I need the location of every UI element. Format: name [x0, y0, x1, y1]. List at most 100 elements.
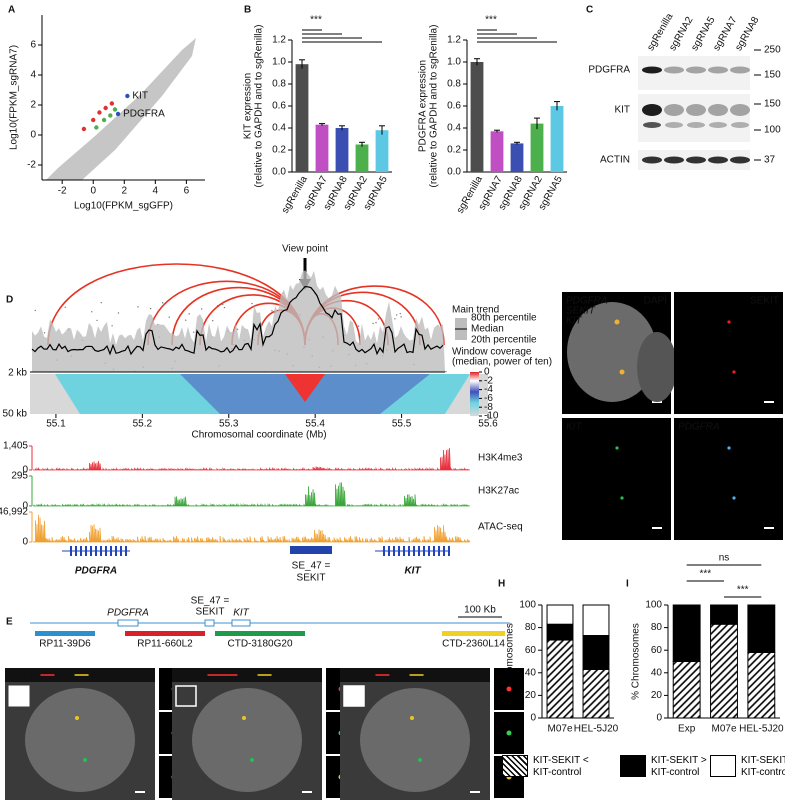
- dot: [200, 308, 203, 310]
- dot: [34, 309, 36, 312]
- x-tick-label: 55.2: [133, 419, 153, 430]
- marker-label: 100: [764, 125, 781, 136]
- y-tick-label: 1.0: [272, 57, 286, 68]
- y-tick-label: 0.0: [447, 167, 461, 178]
- point: [125, 93, 130, 99]
- exon: [110, 546, 112, 556]
- y-tick-label: 1.2: [447, 35, 461, 46]
- point: [91, 117, 96, 123]
- dot: [394, 318, 396, 320]
- y-tick-label: 0.4: [447, 123, 461, 134]
- exon: [423, 546, 425, 556]
- clone-label: RP11-660L2: [137, 639, 193, 650]
- panel-label: A: [8, 5, 15, 16]
- exon: [398, 546, 400, 556]
- probe-label: Control: [91, 670, 127, 681]
- inset-spot: [506, 686, 512, 692]
- probe-label: KIT: [566, 316, 582, 327]
- y-tick-label: 0: [30, 130, 36, 141]
- point: [109, 101, 115, 106]
- fish-spot: [410, 716, 414, 720]
- y-tick-label: 0.0: [272, 167, 286, 178]
- icon: [343, 685, 365, 707]
- blot-bg: [638, 94, 750, 142]
- blot-band: [686, 66, 706, 74]
- track-signal: [33, 482, 470, 507]
- blot-band: [708, 66, 728, 74]
- dot: [64, 306, 66, 308]
- blot-band: [709, 122, 727, 128]
- bar-segment: [582, 668, 610, 719]
- blot-band: [664, 156, 684, 164]
- point: [81, 126, 87, 132]
- clone-bar: [442, 631, 505, 636]
- y-tick-label: 40: [525, 667, 537, 678]
- nucleus: [25, 688, 135, 792]
- bar-segment: [747, 651, 776, 719]
- marker-label: 250: [764, 45, 781, 56]
- clone-bar: [215, 631, 305, 636]
- probe-label: SEKIT: [9, 670, 38, 681]
- x-tick-label: 55.4: [305, 419, 325, 430]
- exon: [95, 546, 97, 556]
- dot: [96, 319, 98, 322]
- fish-spot: [242, 716, 246, 720]
- legend-item: 20th percentile: [471, 335, 537, 346]
- legend-item: KIT-SEKIT > KIT-control: [620, 755, 715, 779]
- bar: [375, 130, 389, 172]
- blot-band: [643, 122, 661, 128]
- exon: [443, 546, 445, 556]
- marker-label: 37: [764, 155, 776, 166]
- fish-spot: [418, 758, 422, 762]
- probe-label: Control: [426, 670, 462, 681]
- exon: [393, 546, 395, 556]
- colorbar-label: 0: [484, 367, 490, 378]
- nucleus: [192, 688, 302, 792]
- dot: [372, 322, 374, 325]
- legend-item: KIT-SEKIT = KIT-control: [710, 755, 785, 779]
- probe-label: KIT: [239, 670, 255, 681]
- bar-segment: [710, 604, 738, 625]
- bar: [335, 128, 349, 172]
- panel-label: E: [6, 617, 13, 628]
- y-tick-label: 0: [656, 713, 662, 724]
- x-axis-label: Log10(FPKM_sgGFP): [74, 201, 173, 212]
- gene-label: PDGFRA: [107, 608, 149, 619]
- fish-spot: [75, 716, 79, 720]
- heatmap-red: [285, 374, 325, 402]
- x-tick-label: HEL-5J20: [574, 724, 619, 735]
- track-signal: [33, 514, 471, 543]
- exon: [115, 546, 117, 556]
- colorbar-label: -6: [484, 393, 493, 404]
- track-signal: [33, 448, 470, 471]
- point-cloud: [46, 38, 196, 180]
- track-name: ATAC-seq: [478, 522, 523, 533]
- gene-label: PDGFRA: [75, 566, 117, 577]
- track-tick-label: 0: [22, 537, 28, 548]
- dot: [216, 304, 219, 307]
- legend-item: KIT-SEKIT < KIT-control: [502, 755, 597, 779]
- x-tick-label: 55.5: [392, 419, 412, 430]
- bar-segment: [546, 639, 574, 719]
- fish-spot: [620, 496, 624, 500]
- dot: [222, 303, 224, 306]
- point: [108, 113, 113, 118]
- bar-segment: [546, 604, 574, 625]
- enhancer-label: SE_47 =: [191, 596, 230, 607]
- fish-spot: [732, 370, 736, 374]
- dot: [43, 332, 46, 334]
- colorbar: [470, 372, 479, 416]
- percentile-band: [32, 270, 445, 372]
- exon: [70, 546, 72, 556]
- bar: [530, 123, 544, 172]
- enhancer-box: [204, 619, 215, 627]
- gene-label: KIT: [233, 608, 249, 619]
- colorbar-label: -2: [484, 375, 493, 386]
- enhancer-label: SEKIT: [297, 573, 326, 584]
- bar: [470, 62, 484, 172]
- colorbar-label: -4: [484, 384, 493, 395]
- x-tick-label: 6: [184, 186, 190, 197]
- bar-segment: [672, 661, 701, 719]
- micrograph: [562, 418, 671, 540]
- dot: [168, 316, 170, 318]
